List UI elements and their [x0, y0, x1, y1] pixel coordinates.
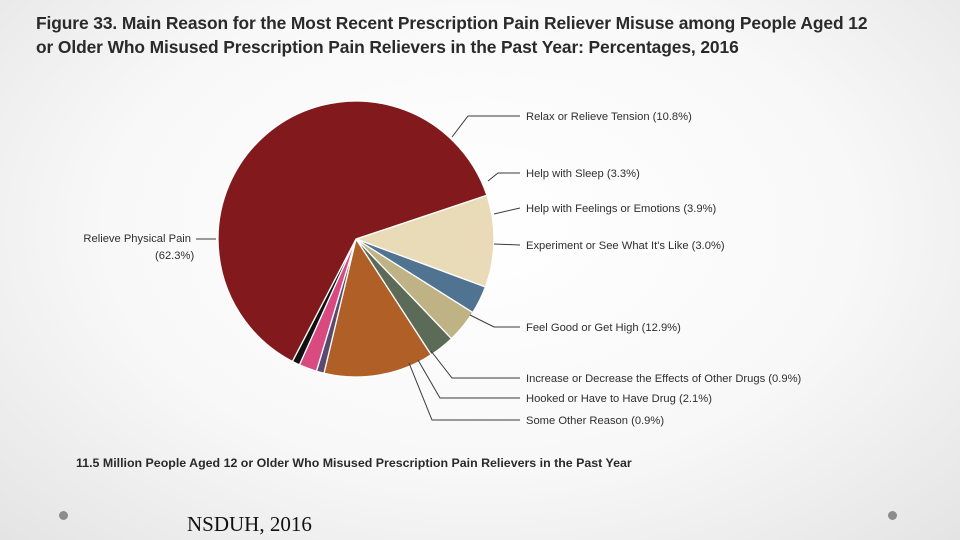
- chart-title: Figure 33. Main Reason for the Most Rece…: [36, 11, 936, 59]
- right-bullet-icon: [888, 511, 897, 520]
- left-bullet-icon: [59, 511, 68, 520]
- slice-label-some-other-reason: Some Other Reason (0.9%): [526, 415, 664, 427]
- slice-label-feel-good-or-get-high: Feel Good or Get High (12.9%): [526, 322, 681, 334]
- slice-label-help-with-feelings-or-emotions: Help with Feelings or Emotions (3.9%): [526, 203, 717, 215]
- pie-slice-relieve-physical-pain: [217, 100, 488, 363]
- pie-slice-relax-or-relieve-tension: [355, 194, 495, 288]
- slice-label-value-relieve-physical-pain: (62.3%): [155, 250, 194, 262]
- leader-line-relax-or-relieve-tension: [451, 115, 520, 138]
- slice-label-relieve-physical-pain: Relieve Physical Pain: [83, 233, 191, 245]
- leader-line-increase-or-decrease-the-effects-of-other-drugs: [430, 350, 520, 379]
- chart-title-line-2: or Older Who Misused Prescription Pain R…: [36, 37, 739, 57]
- slice-label-experiment-or-see-what-it-s-like: Experiment or See What It's Like (3.0%): [526, 240, 725, 252]
- slice-labels: Relax or Relieve Tension (10.8%) Help wit…: [83, 111, 801, 427]
- pie-slice-feel-good-or-get-high: [323, 238, 432, 378]
- leader-line-help-with-feelings-or-emotions: [493, 207, 521, 215]
- leader-line-feel-good-or-get-high: [469, 314, 520, 328]
- leader-lines: [196, 115, 521, 421]
- slice-label-hooked-or-have-to-have-drug: Hooked or Have to Have Drug (2.1%): [526, 393, 712, 405]
- chart-footnote: 11.5 Million People Aged 12 or Older Who…: [76, 456, 632, 470]
- leader-line-help-with-sleep: [487, 172, 520, 182]
- source-citation: NSDUH, 2016: [187, 512, 312, 536]
- pie-slices: [217, 100, 495, 378]
- slice-label-relax-or-relieve-tension: Relax or Relieve Tension (10.8%): [526, 111, 692, 123]
- leader-line-some-other-reason: [408, 362, 520, 421]
- leader-line-experiment-or-see-what-it-s-like: [493, 243, 521, 246]
- leader-line-hooked-or-have-to-have-drug: [417, 359, 520, 399]
- slice-label-increase-or-decrease-the-effects-of-other-drugs: Increase or Decrease the Effects of Othe…: [526, 373, 802, 385]
- chart-title-line-1: Figure 33. Main Reason for the Most Rece…: [36, 13, 868, 33]
- slice-label-help-with-sleep: Help with Sleep (3.3%): [526, 168, 640, 180]
